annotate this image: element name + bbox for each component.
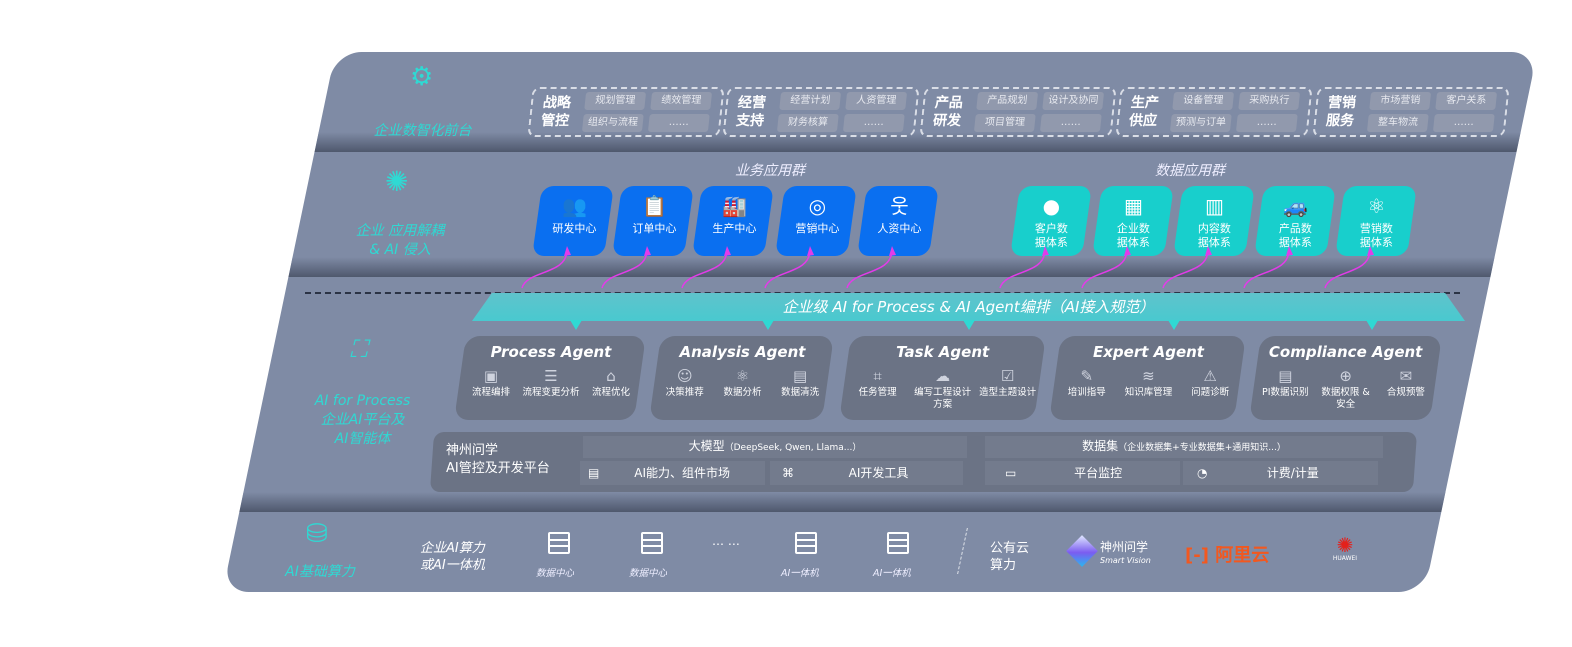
down-arrow-icon [962,320,975,330]
node-label: 数据中心 [536,568,575,579]
agent-capability: ☁ 编写工程设计方案 [910,365,974,411]
agent-capability: ✎ 培训指导 [1056,365,1117,399]
layer-label-apps: 企业 应用解耦 & AI 侵入 [355,223,445,258]
server-icon [641,532,663,554]
arrow-head [1124,246,1131,256]
agent-card[interactable]: Process Agent ▣ 流程编排 ☰ 流程变更分析 ⌂ 流程优化 [454,336,646,420]
aliyun-logo: [-] 阿里云 [1185,545,1270,566]
down-arrow-icon [761,320,774,330]
server-icon [887,532,909,554]
arrow-head [1286,246,1293,256]
agent-capability: ⊕ 数据权限 & 安全 [1316,365,1376,411]
capability-icon: ☁ [935,367,951,385]
agent-card[interactable]: Task Agent ⌗ 任务管理 ☁ 编写工程设计方案 ☑ 造型主题设计 [839,336,1046,420]
capability-icon: ☰ [544,367,558,385]
agent-card[interactable]: Expert Agent ✎ 培训指导 ≋ 知识库管理 ⚠ 问题诊断 [1049,336,1246,420]
capability-icon: ⚠ [1203,367,1217,385]
arrow-head [889,246,896,256]
capability-icon: ⌗ [873,367,882,385]
capability-icon: ▤ [793,367,808,385]
arrow-head [1367,246,1374,256]
cloud-compute-title: 公有云 算力 [990,541,1030,573]
agent-capability: ☰ 流程变更分析 [522,367,580,398]
agent-capability: ▣ 流程编排 [461,365,520,399]
capability-icon: ✉ [1399,367,1413,385]
capability-icon: ≋ [1142,367,1155,385]
smartvision-name: 神州问学 Smart Vision [1100,540,1151,565]
monitoring-button[interactable]: ▭ 平台监控 [985,461,1180,485]
local-compute-title: 企业AI算力 或AI一体机 [420,541,485,573]
agent-capability: ⌂ 流程优化 [581,365,640,399]
connector-arrow [764,249,811,289]
component-market-button[interactable]: ▤ AI能力、组件市场 [580,461,765,485]
capability-icon: ⚛ [735,367,750,385]
billing-button[interactable]: ◔ 计费/计量 [1183,461,1378,485]
agent-card[interactable]: Analysis Agent ☺ 决策推荐 ⚛ 数据分析 ▤ 数据清洗 [649,336,834,420]
capability-icon: ⊕ [1339,367,1352,385]
database-icon: ⛁ [306,519,328,549]
market-icon: ▤ [588,466,600,480]
connector-arrow [1324,249,1371,289]
face-scan-icon: ⛶ [350,335,367,363]
dev-tools-button[interactable]: ⌘ AI开发工具 [770,461,963,485]
ellipsis: … … [712,534,740,548]
layer-label-ai: AI for Process 企业AI平台及 AI智能体 [314,393,411,447]
huawei-logo: ✺ HUAWEI [1332,533,1358,562]
agent-capability: ⚠ 问题诊断 [1180,365,1241,399]
gauge-icon: ◔ [1197,466,1208,480]
down-arrow-icon [570,320,582,330]
arrow-head [564,246,571,256]
arrow-head [724,246,731,256]
molecule-icon: ✺ [385,165,409,198]
dataset-bar: 数据集（企业数据集+专业数据集+通用知识...） [985,436,1383,458]
capability-icon: ⌂ [606,367,616,385]
orchestration-band: 企业级 AI for Process & AI Agent编排（AI接入规范） [472,293,1465,321]
business-apps-title: 业务应用群 [735,163,805,179]
node-label: AI一体机 [781,568,819,579]
down-arrow-icon [1167,320,1180,330]
connector-arrow [999,249,1046,289]
monitor-icon: ▭ [1005,466,1017,480]
capability-icon: ☺ [676,367,693,385]
connector-arrow [1243,249,1290,289]
arrow-head [1205,246,1212,256]
node-label: 数据中心 [629,568,668,579]
agent-capability: ▤ 数据清洗 [772,365,829,399]
connector-arrow [846,249,893,289]
capability-icon: ▤ [1278,367,1293,385]
arrow-head [644,246,651,256]
agent-capability: ≋ 知识库管理 [1118,365,1179,399]
layer-label-infra: AI基础算力 [285,564,355,580]
node-label: AI一体机 [873,568,911,579]
platform-title: 神州问学 AI管控及开发平台 [446,443,550,476]
server-icon [548,532,570,554]
connector-arrow [521,249,568,289]
capability-icon: ☑ [1000,367,1015,385]
down-arrow-icon [1365,320,1378,330]
server-icon [795,532,817,554]
arrow-head [1042,246,1049,256]
data-apps-title: 数据应用群 [1155,163,1225,179]
capability-icon: ▣ [483,367,499,385]
agent-capability: ☺ 决策推荐 [656,365,713,399]
agent-card[interactable]: Compliance Agent ▤ PI数据识别 ⊕ 数据权限 & 安全 ✉ 合规预警 [1249,336,1442,420]
connector-arrow [1081,249,1128,289]
arrow-head [807,246,814,256]
connector-arrow [601,249,648,289]
agent-capability: ⚛ 数据分析 [714,365,771,399]
agent-capability: ⌗ 任务管理 [845,365,909,411]
capability-icon: ✎ [1080,367,1094,385]
connector-arrow [681,249,728,289]
connector-arrow [1162,249,1209,289]
brain-icon: ⚙ [410,62,434,92]
agent-capability: ☑ 造型主题设计 [975,365,1039,411]
code-icon: ⌘ [782,466,794,480]
agent-capability: ✉ 合规预警 [1376,365,1436,411]
model-bar: 大模型（DeepSeek, Qwen, Llama...） [583,436,967,458]
layer-label-front: 企业数智化前台 [373,123,472,139]
agent-capability: ▤ PI数据识别 [1255,365,1315,411]
